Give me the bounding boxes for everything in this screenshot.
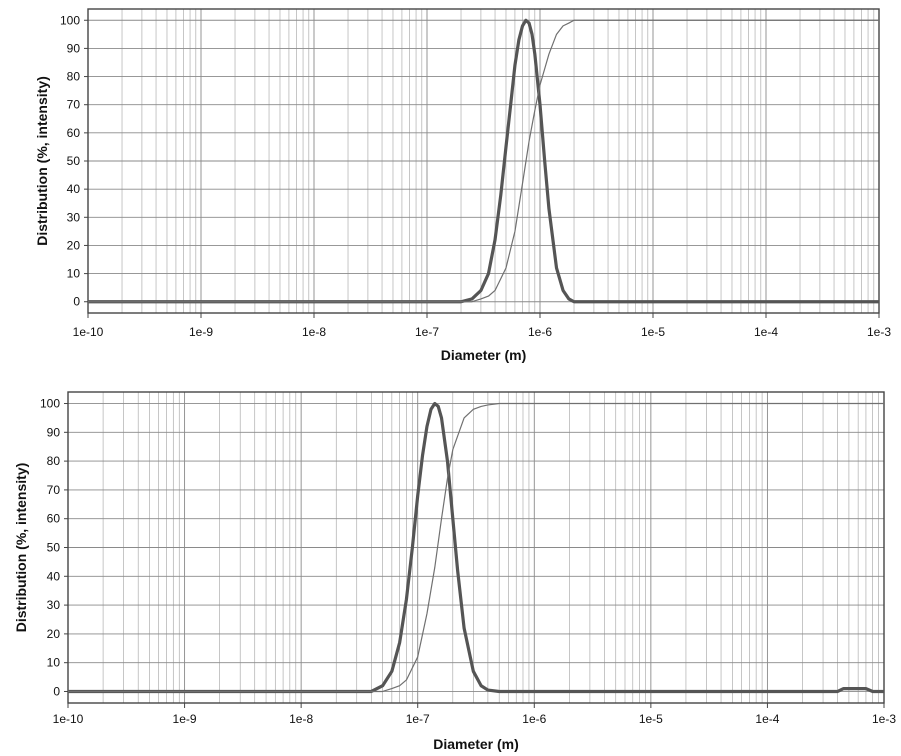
chart-top-y-tick-label: 90 — [67, 41, 81, 55]
chart-top-y-tick-label: 50 — [67, 154, 81, 168]
chart-bottom-x-tick-label: 1e-4 — [755, 712, 779, 726]
chart-top-series — [88, 18, 879, 304]
chart-bottom-x-tick-label: 1e-10 — [53, 712, 84, 726]
chart-bottom-y-axis: 0 10 20 30 40 50 60 70 80 90 100 — [40, 397, 68, 698]
chart-bottom-x-tick-label: 1e-9 — [173, 712, 197, 726]
chart-bottom-x-axis: 1e-10 1e-9 1e-8 1e-7 1e-6 1e-5 1e-4 1e-3 — [53, 703, 896, 726]
chart-bottom-x-tick-label: 1e-5 — [639, 712, 663, 726]
chart-top-y-tick-label: 60 — [67, 126, 81, 140]
chart-bottom-series — [68, 401, 884, 694]
chart-top-grid — [87, 9, 880, 313]
chart-top-y-axis-title: Distribution (%, intensity) — [34, 76, 50, 246]
chart-top-y-tick-label: 0 — [73, 295, 80, 309]
chart-top-x-tick-label: 1e-6 — [528, 325, 552, 339]
chart-bottom-x-tick-label: 1e-6 — [522, 712, 546, 726]
chart-top-y-tick-label: 70 — [67, 98, 81, 112]
chart-top-y-tick-label: 20 — [67, 238, 81, 252]
chart-top-y-tick-label: 40 — [67, 182, 81, 196]
chart-bottom-x-axis-title: Diameter (m) — [433, 736, 519, 752]
chart-bottom-y-axis-title: Distribution (%, intensity) — [13, 463, 29, 633]
chart-bottom-x-tick-label: 1e-3 — [872, 712, 896, 726]
chart-top-x-axis: 1e-10 1e-9 1e-8 1e-7 1e-6 1e-5 1e-4 1e-3 — [73, 313, 891, 339]
chart-bottom-y-tick-label: 50 — [47, 541, 61, 555]
chart-top-x-tick-label: 1e-5 — [641, 325, 665, 339]
chart-bottom-x-tick-label: 1e-8 — [289, 712, 313, 726]
chart-bottom-y-tick-label: 90 — [47, 425, 61, 439]
chart-top-x-tick-label: 1e-9 — [189, 325, 213, 339]
chart-bottom-y-tick-label: 30 — [47, 598, 61, 612]
chart-bottom-y-tick-label: 0 — [53, 684, 60, 698]
chart-top-x-axis-title: Diameter (m) — [441, 347, 527, 363]
chart-bottom-y-tick-label: 40 — [47, 569, 61, 583]
chart-bottom-x-tick-label: 1e-7 — [406, 712, 430, 726]
chart-top-x-tick-label: 1e-10 — [73, 325, 104, 339]
chart-bottom-y-tick-label: 60 — [47, 512, 61, 526]
chart-top-x-tick-label: 1e-8 — [302, 325, 326, 339]
chart-top-distribution-line — [88, 18, 879, 304]
chart-top-x-tick-label: 1e-7 — [415, 325, 439, 339]
chart-top-y-tick-label: 10 — [67, 267, 81, 281]
chart-bottom-y-tick-label: 70 — [47, 483, 61, 497]
chart-top-x-tick-label: 1e-3 — [867, 325, 891, 339]
chart-top-y-tick-label: 100 — [60, 13, 80, 27]
chart-bottom-cumulative-line — [68, 402, 884, 693]
chart-top-x-tick-label: 1e-4 — [754, 325, 778, 339]
chart-top-y-axis: 0 10 20 30 40 50 60 70 80 90 100 — [60, 13, 88, 309]
chart-bottom-grid — [67, 392, 885, 703]
chart-bottom-y-tick-label: 80 — [47, 454, 61, 468]
chart-bottom-y-tick-label: 20 — [47, 627, 61, 641]
chart-top-cumulative-line — [88, 19, 879, 303]
chart-top-y-tick-label: 80 — [67, 70, 81, 84]
chart-bottom-distribution-line — [68, 401, 884, 694]
chart-bottom-y-tick-label: 100 — [40, 397, 60, 411]
chart-bottom-y-tick-label: 10 — [47, 656, 61, 670]
chart-top-y-tick-label: 30 — [67, 210, 81, 224]
